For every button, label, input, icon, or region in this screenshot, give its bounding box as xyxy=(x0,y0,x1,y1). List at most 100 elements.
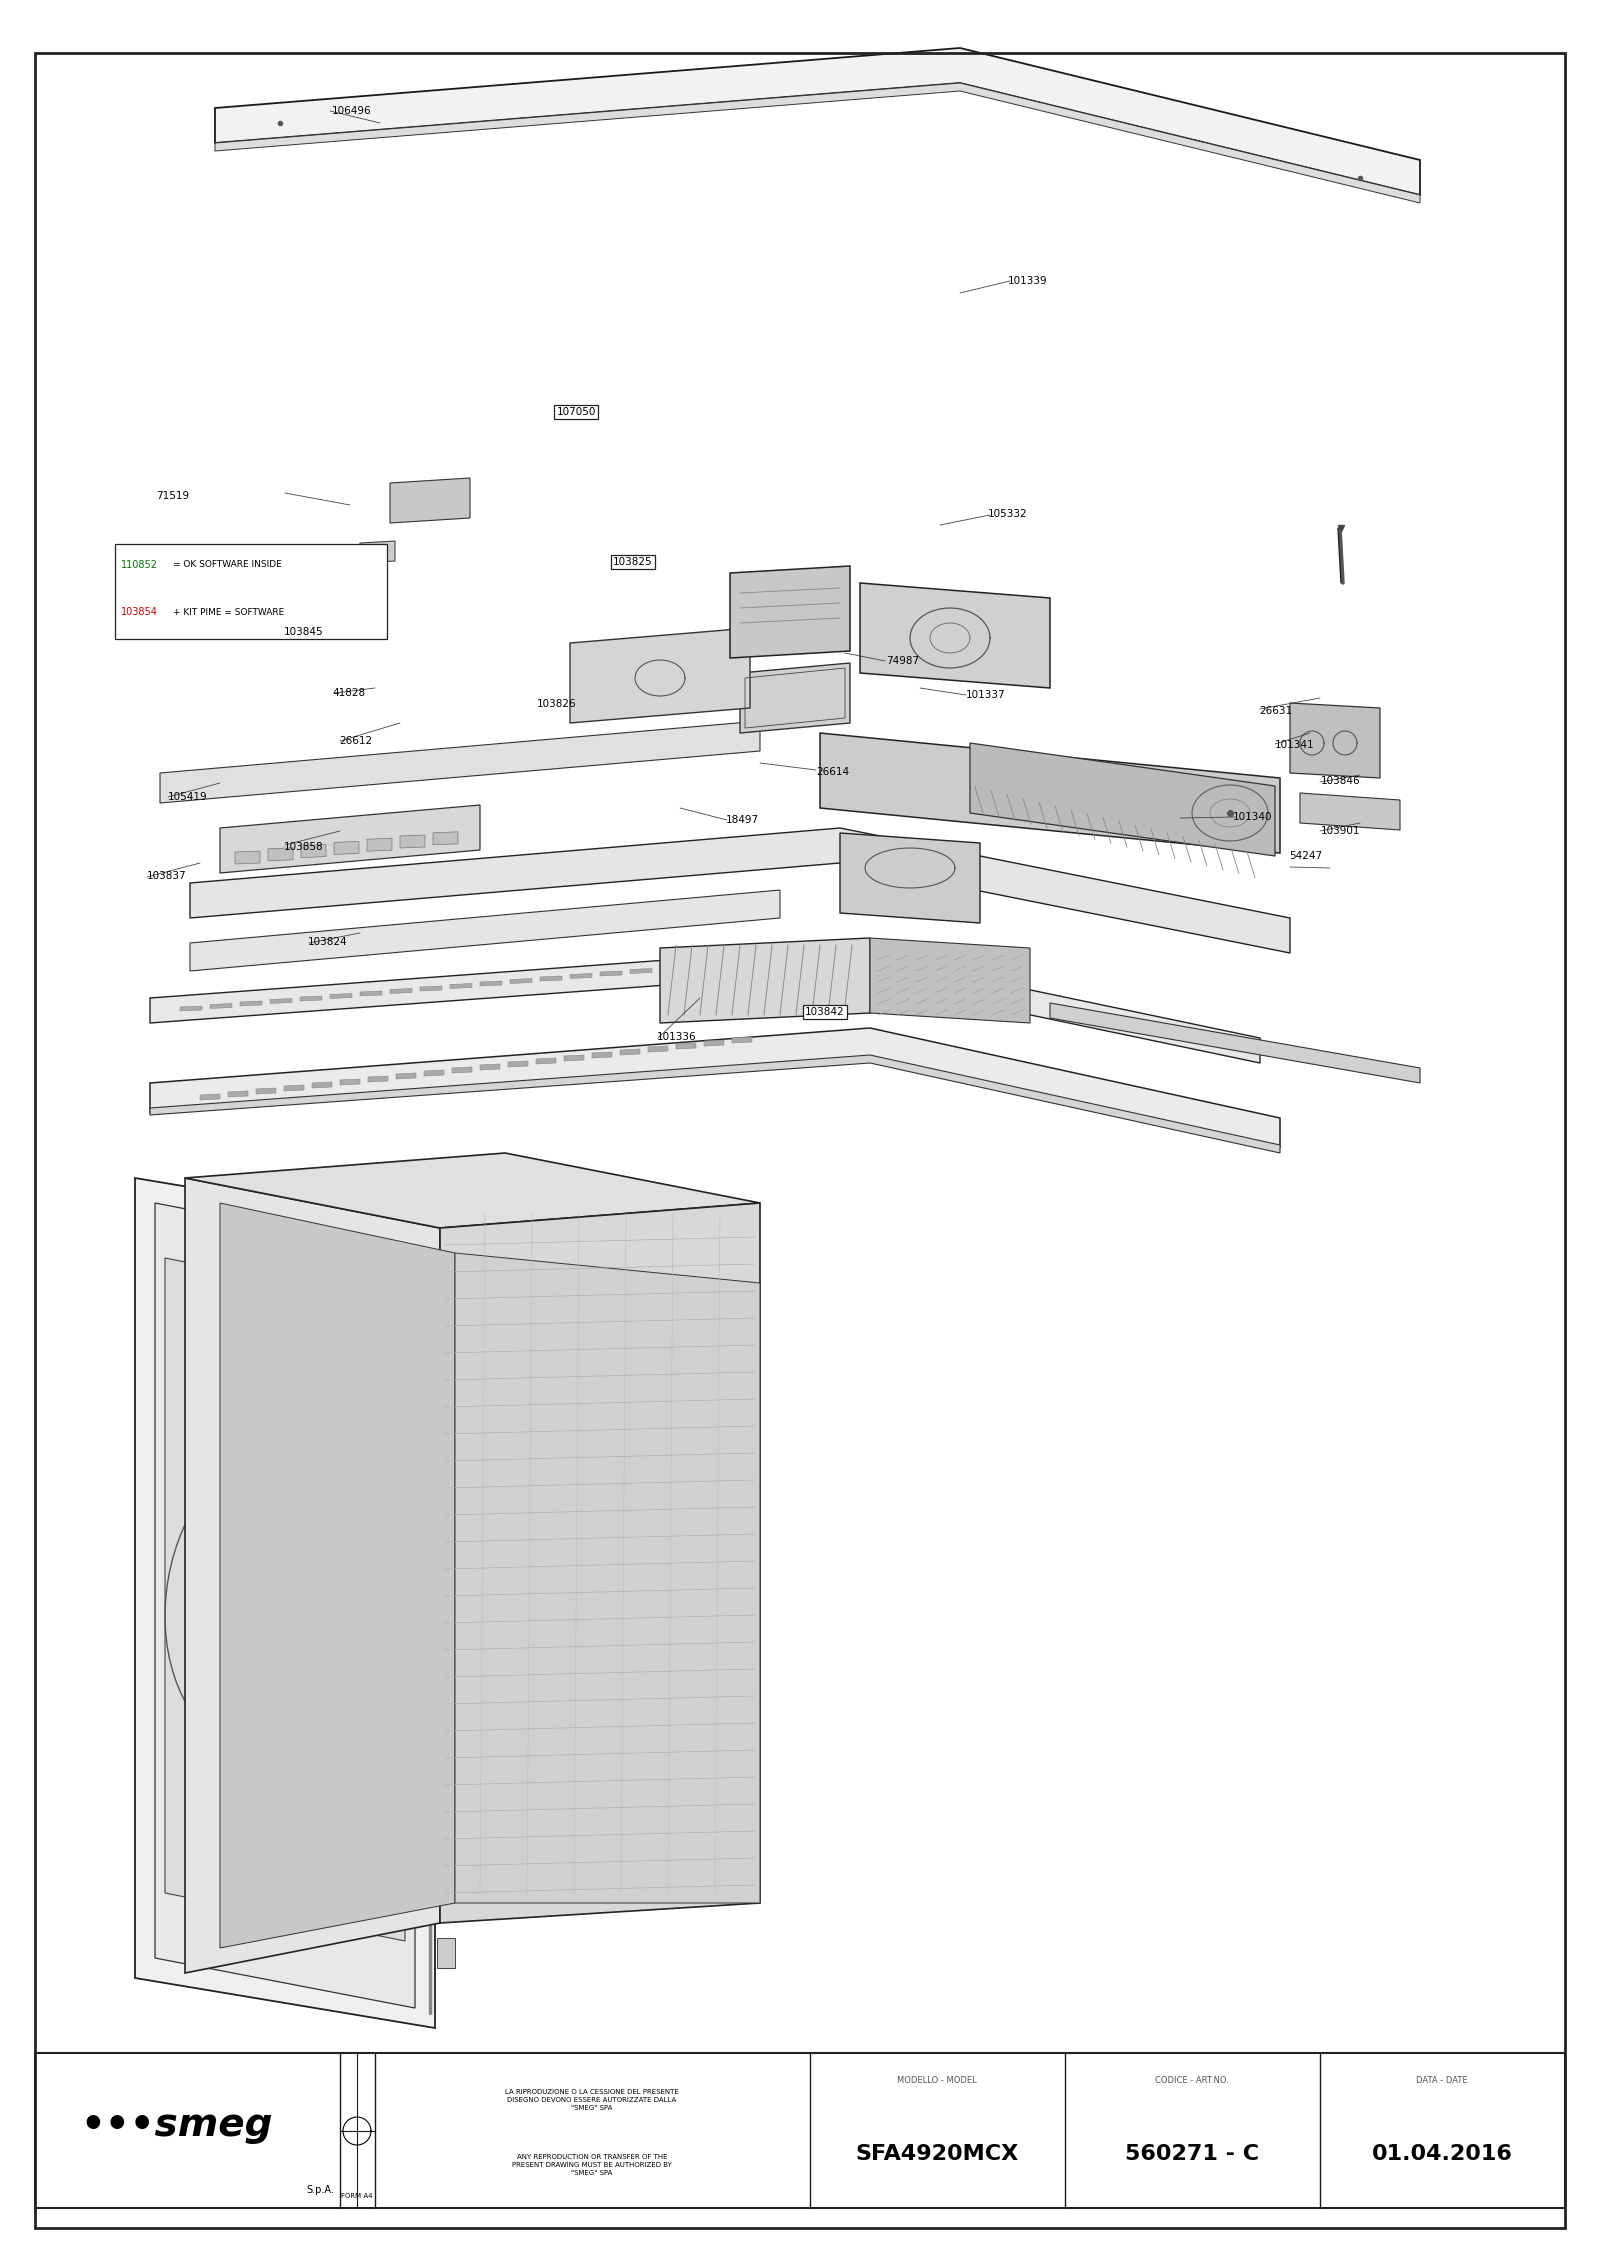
Polygon shape xyxy=(454,1254,760,1903)
Text: •••smeg: •••smeg xyxy=(80,2107,272,2145)
Text: SFA4920MCX: SFA4920MCX xyxy=(856,2143,1019,2163)
Polygon shape xyxy=(570,629,750,722)
Polygon shape xyxy=(536,1059,557,1064)
Polygon shape xyxy=(390,477,470,523)
Polygon shape xyxy=(510,978,531,984)
Polygon shape xyxy=(400,835,426,849)
Polygon shape xyxy=(214,84,1421,204)
Text: 110852: 110852 xyxy=(122,559,158,570)
Text: 01.04.2016: 01.04.2016 xyxy=(1371,2143,1512,2163)
Polygon shape xyxy=(970,742,1275,855)
Polygon shape xyxy=(190,828,1290,953)
Text: S.p.A.: S.p.A. xyxy=(306,2186,334,2195)
Polygon shape xyxy=(450,984,472,989)
Polygon shape xyxy=(733,1036,752,1043)
Polygon shape xyxy=(480,1064,499,1070)
Polygon shape xyxy=(675,1043,696,1050)
Polygon shape xyxy=(648,1046,669,1052)
Polygon shape xyxy=(592,1052,611,1059)
Polygon shape xyxy=(730,566,850,659)
Polygon shape xyxy=(179,1007,202,1012)
Polygon shape xyxy=(563,1055,584,1061)
Polygon shape xyxy=(285,1084,304,1091)
Text: 103842: 103842 xyxy=(805,1007,845,1016)
Polygon shape xyxy=(419,987,442,991)
Polygon shape xyxy=(160,722,760,803)
Polygon shape xyxy=(1299,792,1400,831)
Polygon shape xyxy=(150,1055,1280,1154)
Polygon shape xyxy=(870,937,1030,1023)
Text: 26614: 26614 xyxy=(816,767,850,776)
Text: MODELLO - MODEL: MODELLO - MODEL xyxy=(898,2077,978,2086)
Polygon shape xyxy=(229,1091,248,1098)
Polygon shape xyxy=(240,1000,262,1007)
Bar xyxy=(437,1328,454,1358)
Text: 101341: 101341 xyxy=(1275,740,1315,749)
Polygon shape xyxy=(235,851,259,864)
Polygon shape xyxy=(600,971,622,975)
Polygon shape xyxy=(440,1204,760,1924)
Text: 103826: 103826 xyxy=(538,699,576,708)
Text: 560271 - C: 560271 - C xyxy=(1125,2143,1259,2163)
Text: + KIT PIME = SOFTWARE: + KIT PIME = SOFTWARE xyxy=(173,609,285,618)
Polygon shape xyxy=(434,833,458,844)
Polygon shape xyxy=(630,969,653,973)
Text: 26631: 26631 xyxy=(1259,706,1293,715)
Polygon shape xyxy=(480,980,502,987)
Text: 41828: 41828 xyxy=(333,688,365,697)
Polygon shape xyxy=(1050,1003,1421,1084)
Text: = OK SOFTWARE INSIDE: = OK SOFTWARE INSIDE xyxy=(173,561,282,570)
Text: 101337: 101337 xyxy=(966,690,1006,699)
Polygon shape xyxy=(704,1041,723,1046)
Polygon shape xyxy=(301,996,322,1000)
Bar xyxy=(437,1258,454,1288)
Polygon shape xyxy=(200,1093,221,1100)
Polygon shape xyxy=(186,1154,760,1229)
Polygon shape xyxy=(690,964,712,969)
Text: 101340: 101340 xyxy=(1234,812,1272,821)
Text: 103845: 103845 xyxy=(285,627,323,636)
Text: 107050: 107050 xyxy=(557,407,595,416)
Polygon shape xyxy=(269,849,293,860)
Polygon shape xyxy=(1290,704,1379,778)
Text: 105419: 105419 xyxy=(168,792,208,801)
Text: 74987: 74987 xyxy=(886,656,918,665)
Polygon shape xyxy=(509,1061,528,1066)
Polygon shape xyxy=(150,1027,1280,1147)
Polygon shape xyxy=(366,837,392,851)
Polygon shape xyxy=(397,1073,416,1079)
Polygon shape xyxy=(150,948,1261,1064)
Text: LA RIPRODUZIONE O LA CESSIONE DEL PRESENTE
DISEGNO DEVONO ESSERE AUTORIZZATE DAL: LA RIPRODUZIONE O LA CESSIONE DEL PRESEN… xyxy=(506,2089,678,2111)
Polygon shape xyxy=(210,1003,232,1009)
Polygon shape xyxy=(339,1079,360,1084)
Text: 54247: 54247 xyxy=(1290,851,1322,860)
Bar xyxy=(437,1598,454,1627)
Bar xyxy=(35,2053,1565,2209)
Text: DATA - DATE: DATA - DATE xyxy=(1416,2077,1467,2086)
Bar xyxy=(437,1867,454,1899)
Polygon shape xyxy=(186,1179,440,1973)
Text: 103846: 103846 xyxy=(1322,776,1360,785)
Polygon shape xyxy=(360,991,382,996)
Polygon shape xyxy=(861,584,1050,688)
Text: 26612: 26612 xyxy=(339,735,373,747)
Text: 18497: 18497 xyxy=(726,815,758,826)
Polygon shape xyxy=(390,989,413,993)
Text: 103901: 103901 xyxy=(1322,826,1360,835)
Polygon shape xyxy=(739,663,850,733)
Polygon shape xyxy=(424,1070,445,1075)
Text: 103824: 103824 xyxy=(307,937,347,946)
Polygon shape xyxy=(134,1179,435,2028)
Polygon shape xyxy=(661,966,682,971)
Polygon shape xyxy=(155,1204,414,2007)
Text: FORM A4: FORM A4 xyxy=(341,2193,373,2200)
Text: 106496: 106496 xyxy=(333,106,371,115)
Text: 103854: 103854 xyxy=(122,606,158,618)
Polygon shape xyxy=(330,993,352,998)
Polygon shape xyxy=(334,842,358,855)
Polygon shape xyxy=(221,1204,454,1948)
Polygon shape xyxy=(541,975,562,980)
Text: 105332: 105332 xyxy=(989,509,1027,518)
Text: ANY REPRODUCTION OR TRANSFER OF THE
PRESENT DRAWING MUST BE AUTHORIZED BY
"SMEG": ANY REPRODUCTION OR TRANSFER OF THE PRES… xyxy=(512,2154,672,2175)
Polygon shape xyxy=(221,806,480,874)
